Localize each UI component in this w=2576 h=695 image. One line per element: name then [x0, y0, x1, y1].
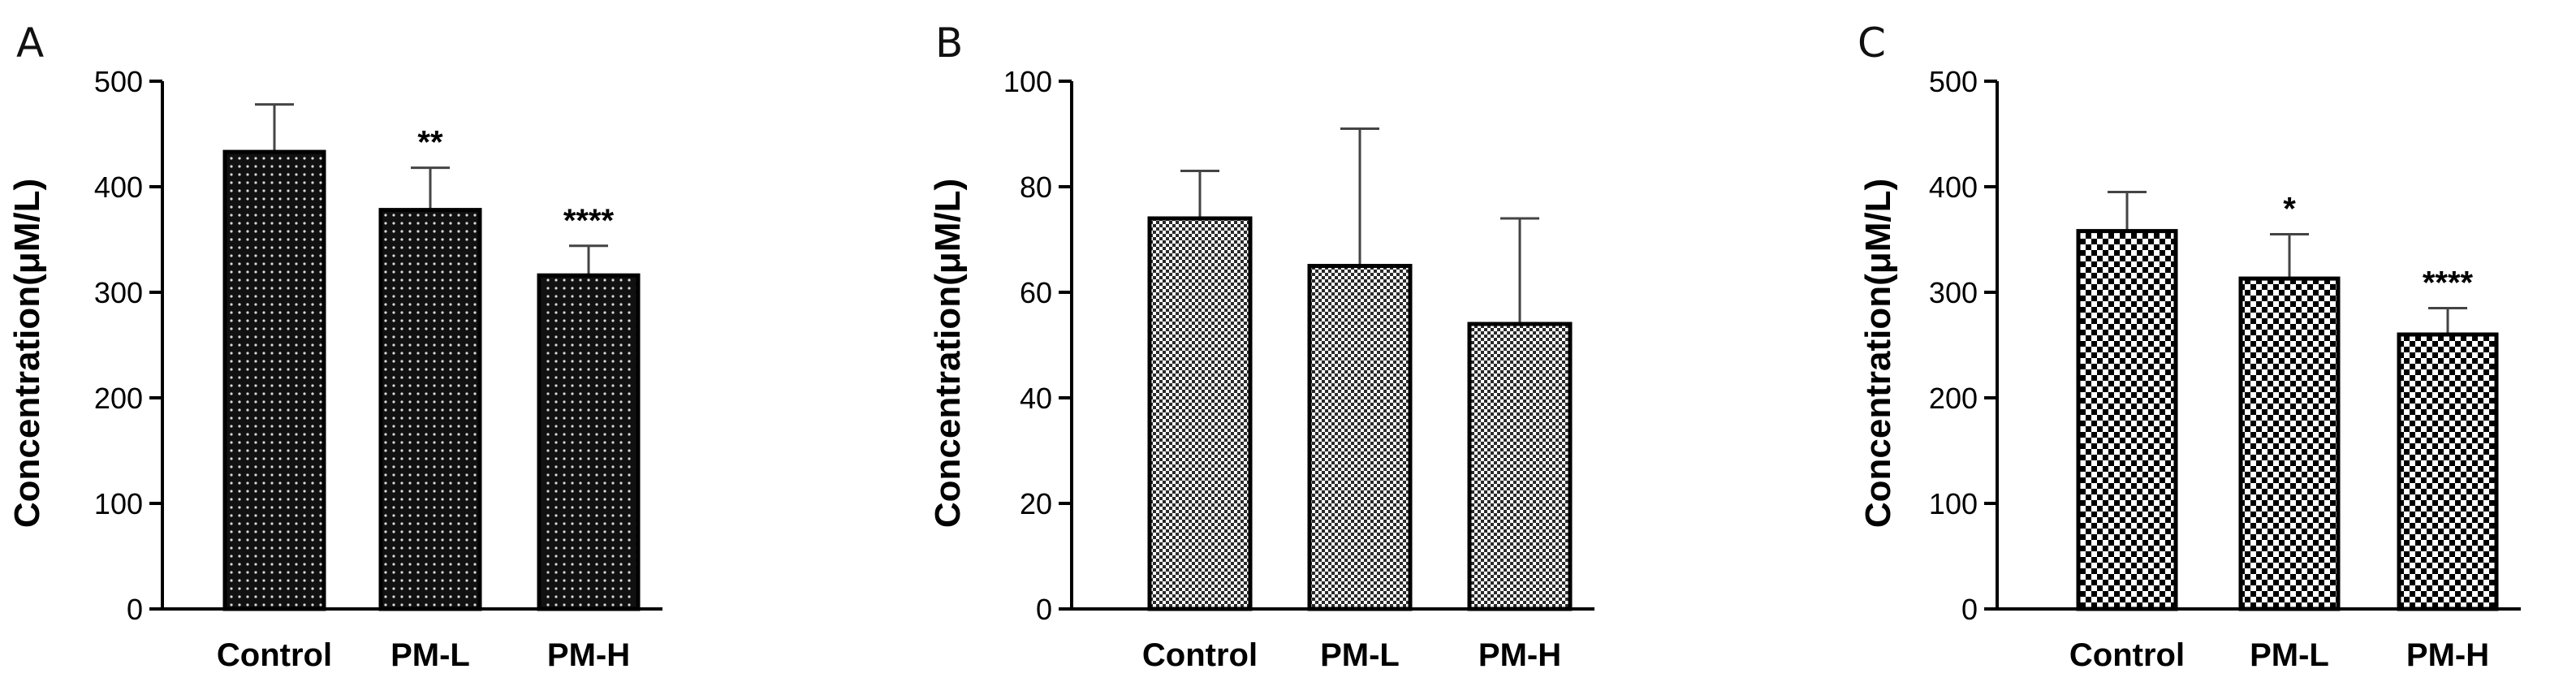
panel-letter: B — [935, 19, 963, 67]
bar-pm-h — [1467, 322, 1573, 611]
x-tick-label: PM-L — [2250, 637, 2329, 673]
significance-label: * — [2283, 192, 2296, 227]
y-tick-label: 20 — [1020, 487, 1052, 520]
x-tick-label: PM-H — [1478, 637, 1561, 673]
y-tick-label: 100 — [94, 487, 143, 520]
x-tick-label: Control — [2069, 637, 2185, 673]
x-tick-label: Control — [217, 637, 332, 673]
bar-control — [2076, 229, 2178, 611]
y-tick-label: 80 — [1020, 171, 1052, 204]
y-tick-label: 500 — [94, 65, 143, 98]
y-tick-label: 200 — [94, 382, 143, 415]
y-tick-label: 100 — [1929, 487, 1978, 520]
bar-pm-h — [2397, 332, 2499, 611]
plot-area: 0 20 40 60 80 100 Control PM-L PM-H — [1003, 65, 1594, 673]
x-tick-label: Control — [1142, 637, 1258, 673]
panel-letter: C — [1858, 19, 1886, 67]
y-tick-label: 60 — [1020, 276, 1052, 309]
y-axis-label: Concentration(μM/L) — [1858, 179, 1898, 528]
x-tick-label: PM-H — [547, 637, 630, 673]
y-tick-label: 300 — [1929, 276, 1978, 309]
panel-a: A Concentration(μM/L) 0 100 200 300 400 500 Co… — [7, 19, 662, 673]
bar-pm-l — [2238, 276, 2341, 611]
x-tick-label: PM-L — [390, 637, 470, 673]
y-tick-label: 300 — [94, 276, 143, 309]
panel-letter: A — [16, 19, 44, 67]
bar-pm-l — [1307, 264, 1413, 611]
panel-b: B Concentration(μM/L) 0 20 40 60 80 100 Contro… — [928, 19, 1594, 673]
x-tick-label: PM-L — [1320, 637, 1400, 673]
bar-pm-h — [537, 273, 641, 611]
panel-c: C Concentration(μM/L) 0 100 200 300 400 500 Co… — [1858, 19, 2521, 673]
y-tick-label: 200 — [1929, 382, 1978, 415]
y-tick-label: 500 — [1929, 65, 1978, 98]
y-tick-label: 0 — [1961, 593, 1978, 626]
y-axis-label: Concentration(μM/L) — [928, 179, 968, 528]
plot-area: 0 100 200 300 400 500 Control PM-L * PM-H **** — [1929, 65, 2521, 673]
y-tick-label: 400 — [94, 171, 143, 204]
y-axis-label: Concentration(μM/L) — [7, 179, 47, 528]
bar-pm-l — [378, 208, 482, 611]
y-tick-label: 100 — [1003, 65, 1052, 98]
y-tick-label: 40 — [1020, 382, 1052, 415]
bar-control — [1147, 216, 1253, 611]
bar-control — [222, 149, 326, 611]
x-tick-label: PM-H — [2406, 637, 2489, 673]
significance-label: ** — [417, 125, 443, 161]
significance-label: **** — [563, 203, 615, 239]
y-tick-label: 400 — [1929, 171, 1978, 204]
y-tick-label: 0 — [127, 593, 143, 626]
significance-label: **** — [2423, 265, 2474, 301]
plot-area: 0 100 200 300 400 500 Control PM-L ** PM-H **** — [94, 65, 662, 673]
y-tick-label: 0 — [1036, 593, 1052, 626]
